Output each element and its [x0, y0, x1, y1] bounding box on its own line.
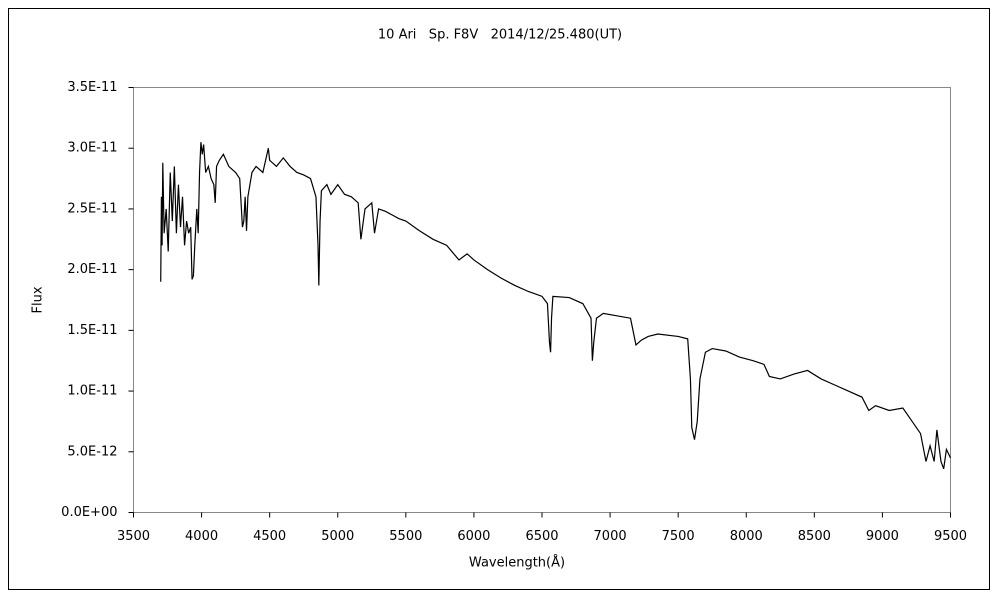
- x-tick-label: 3500: [117, 529, 150, 544]
- x-tick-label: 6000: [457, 529, 490, 544]
- chart-frame: [8, 8, 990, 590]
- y-tick-label: 0.0E+00: [61, 505, 117, 520]
- y-tick-label: 1.0E-11: [67, 384, 117, 399]
- chart-title: 10 Ari Sp. F8V 2014/12/25.480(UT): [378, 28, 622, 43]
- x-tick-label: 8000: [730, 529, 763, 544]
- x-tick-label: 4000: [185, 529, 218, 544]
- x-tick-label: 7500: [662, 529, 695, 544]
- x-tick-label: 7000: [594, 529, 627, 544]
- x-tick-label: 5500: [389, 529, 422, 544]
- x-tick-label: 8500: [798, 529, 831, 544]
- plot-frame: [133, 87, 951, 513]
- x-tick-label: 6500: [525, 529, 558, 544]
- x-tick-label: 9500: [934, 529, 967, 544]
- y-tick-label: 3.5E-11: [67, 80, 117, 95]
- y-tick-label: 3.0E-11: [67, 141, 117, 156]
- spectrum-line: [160, 142, 952, 469]
- x-tick-label: 5000: [321, 529, 354, 544]
- y-axis-label: Flux: [31, 286, 46, 313]
- x-axis-label: Wavelength(Å): [469, 555, 565, 571]
- y-tick-label: 2.0E-11: [67, 262, 117, 277]
- y-tick-label: 5.0E-12: [67, 444, 117, 459]
- x-tick-label: 4500: [253, 529, 286, 544]
- y-tick-label: 1.5E-11: [67, 323, 117, 338]
- y-tick-label: 2.5E-11: [67, 201, 117, 216]
- x-tick-label: 9000: [866, 529, 899, 544]
